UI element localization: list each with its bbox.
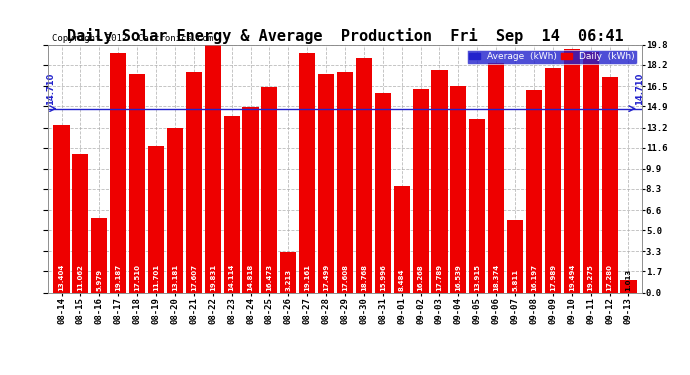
Text: 13.404: 13.404 (59, 264, 65, 291)
Bar (582, 52, 599, 292)
Text: 19.494: 19.494 (569, 264, 575, 291)
Bar (129, 74, 145, 292)
Text: 14.818: 14.818 (248, 264, 253, 291)
Bar (413, 89, 428, 292)
Bar (91, 218, 108, 292)
Bar (72, 154, 88, 292)
Text: 17.499: 17.499 (323, 264, 329, 291)
Bar (564, 49, 580, 292)
Bar (205, 45, 221, 292)
Bar (488, 63, 504, 292)
Bar (110, 53, 126, 292)
Text: 16.197: 16.197 (531, 264, 537, 291)
Bar (507, 220, 523, 292)
Bar (280, 252, 296, 292)
Bar (526, 90, 542, 292)
Text: 3.213: 3.213 (285, 269, 291, 291)
Bar (394, 186, 410, 292)
Bar (262, 87, 277, 292)
Text: 17.789: 17.789 (437, 264, 442, 291)
Text: 17.510: 17.510 (134, 264, 140, 291)
Text: 13.181: 13.181 (172, 264, 178, 291)
Text: 16.268: 16.268 (417, 264, 424, 291)
Bar (620, 280, 636, 292)
Bar (545, 68, 561, 292)
Text: 14.114: 14.114 (228, 264, 235, 291)
Bar (148, 146, 164, 292)
Bar (375, 93, 391, 292)
Bar (167, 128, 183, 292)
Bar (186, 72, 202, 292)
Text: 19.831: 19.831 (210, 264, 216, 291)
Text: 19.161: 19.161 (304, 264, 310, 291)
Text: 16.473: 16.473 (266, 264, 273, 291)
Text: 18.768: 18.768 (361, 264, 367, 291)
Text: 13.915: 13.915 (474, 264, 480, 291)
Text: 18.374: 18.374 (493, 264, 499, 291)
Bar (318, 74, 334, 292)
Text: 16.539: 16.539 (455, 264, 462, 291)
Text: 14.710: 14.710 (46, 72, 55, 105)
Text: 5.979: 5.979 (97, 269, 102, 291)
Text: 11.062: 11.062 (77, 264, 83, 291)
Bar (299, 53, 315, 292)
Text: 15.996: 15.996 (380, 264, 386, 291)
Text: Copyright 2012  Cartronics.com: Copyright 2012 Cartronics.com (52, 34, 213, 43)
Text: 17.607: 17.607 (191, 264, 197, 291)
Text: 11.701: 11.701 (153, 264, 159, 291)
Legend: Average  (kWh), Daily  (kWh): Average (kWh), Daily (kWh) (466, 50, 637, 64)
Bar (602, 76, 618, 292)
Text: 14.710: 14.710 (635, 72, 644, 105)
Bar (54, 125, 70, 292)
Bar (451, 86, 466, 292)
Text: 19.275: 19.275 (588, 264, 593, 291)
Bar (356, 58, 372, 292)
Title: Daily Solar Energy & Average  Production  Fri  Sep  14  06:41: Daily Solar Energy & Average Production … (67, 28, 623, 44)
Text: 17.608: 17.608 (342, 264, 348, 291)
Bar (431, 70, 448, 292)
Text: 17.280: 17.280 (607, 264, 613, 291)
Text: 17.989: 17.989 (550, 264, 556, 291)
Bar (242, 107, 259, 292)
Bar (337, 72, 353, 292)
Text: 8.484: 8.484 (399, 269, 405, 291)
Text: 1.013: 1.013 (625, 269, 631, 291)
Text: 5.811: 5.811 (512, 269, 518, 291)
Bar (224, 116, 239, 292)
Bar (469, 118, 485, 292)
Text: 19.187: 19.187 (115, 264, 121, 291)
